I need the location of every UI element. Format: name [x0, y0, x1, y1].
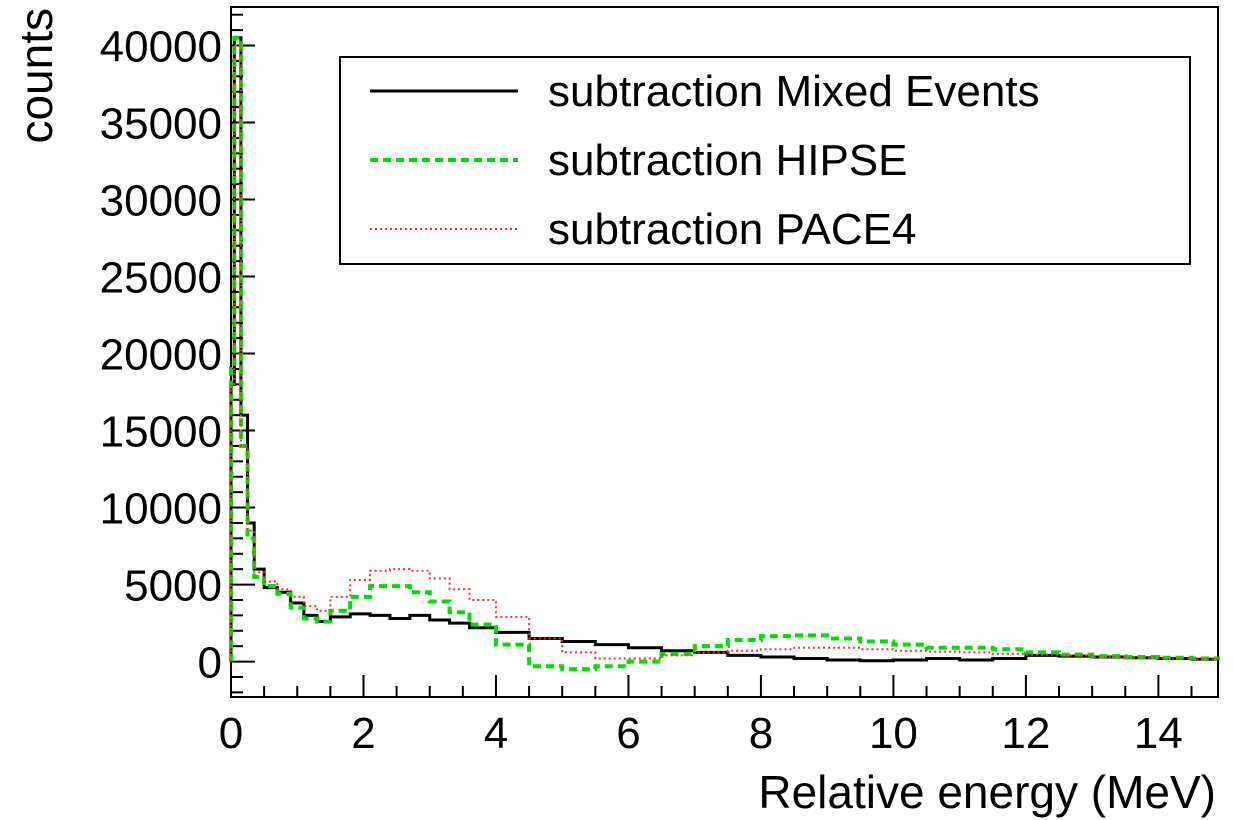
legend: subtraction Mixed Events subtraction HIPS… [339, 56, 1191, 265]
legend-label: subtraction HIPSE [548, 136, 908, 185]
y-tick-label: 40000 [100, 23, 222, 72]
x-tick-label: 6 [616, 709, 640, 758]
y-tick-label: 5000 [124, 562, 222, 611]
data-series [229, 35, 1220, 672]
y-tick-label: 0 [198, 639, 222, 688]
y-tick-label: 30000 [100, 177, 222, 226]
legend-label: subtraction Mixed Events [548, 67, 1040, 116]
series-1-line [229, 36, 1220, 663]
x-tick-label: 8 [749, 709, 773, 758]
series-3-line [230, 44, 1219, 662]
y-tick-label: 35000 [100, 100, 222, 149]
plot-frame [230, 6, 1219, 698]
x-axis-ticks: 0 2 4 6 8 10 12 14 [219, 675, 1193, 758]
x-tick-label: 4 [484, 709, 508, 758]
y-tick-label: 15000 [100, 408, 222, 457]
y-axis-ticks: 0 5000 10000 15000 20000 25000 30000 35000 40000 [100, 13, 255, 694]
x-tick-label: 2 [351, 709, 375, 758]
y-tick-label: 20000 [100, 331, 222, 380]
x-tick-label: 12 [1001, 709, 1050, 758]
x-tick-label: 10 [869, 709, 918, 758]
x-tick-label: 14 [1134, 709, 1183, 758]
y-tick-label: 25000 [100, 254, 222, 303]
x-axis-title: Relative energy (MeV) [758, 766, 1216, 818]
y-axis-title: counts [10, 8, 62, 144]
legend-label: subtraction PACE4 [548, 205, 916, 254]
y-tick-label: 10000 [100, 485, 222, 534]
x-tick-label: 0 [219, 709, 243, 758]
series-2-line [229, 35, 1220, 672]
